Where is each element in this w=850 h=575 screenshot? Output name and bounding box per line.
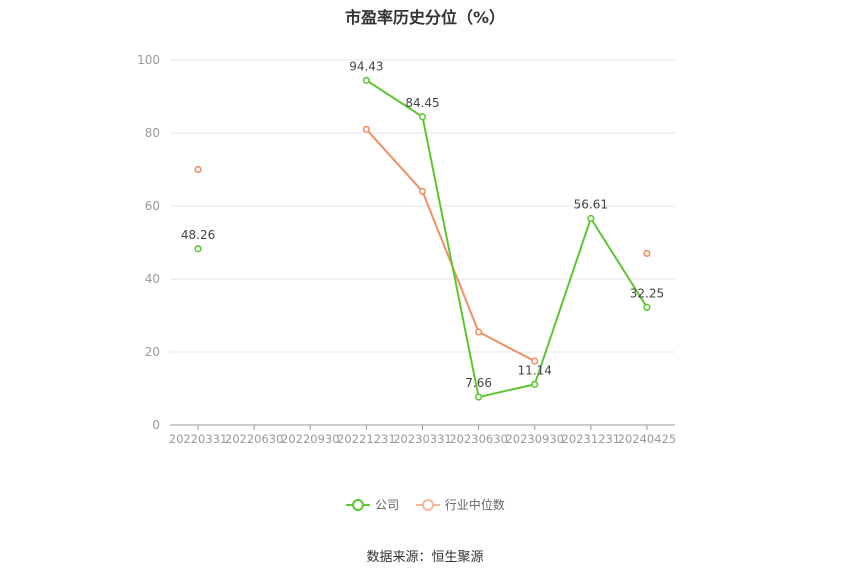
data-label-company: 94.43 — [349, 59, 383, 73]
y-tick-label: 80 — [145, 126, 160, 140]
x-tick-label: 20220930 — [281, 432, 340, 446]
series-line-industry-median — [477, 330, 536, 363]
data-point-company — [475, 393, 483, 401]
data-point-industry-median — [531, 357, 539, 365]
y-tick-label: 40 — [145, 272, 160, 286]
y-tick-label: 20 — [145, 345, 160, 359]
y-tick-label: 60 — [145, 199, 160, 213]
data-point-company — [587, 214, 595, 222]
legend-marker-company — [346, 498, 371, 511]
data-label-company: 32.25 — [630, 286, 664, 300]
series-line-company — [589, 217, 648, 309]
x-tick-label: 20231231 — [562, 432, 621, 446]
data-label-company: 7.66 — [465, 376, 492, 390]
x-tick-label: 20240425 — [618, 432, 677, 446]
data-label-company: 84.45 — [405, 96, 439, 110]
y-tick-label: 0 — [152, 418, 160, 432]
y-tick-label: 100 — [137, 53, 160, 67]
series-line-company — [421, 115, 480, 399]
legend-label-company: 公司 — [375, 498, 400, 512]
chart-plot: 0 20 40 60 80 100 2022033120220630202209302022… — [137, 53, 677, 446]
series-line-industry-median — [365, 128, 424, 193]
data-label-company: 48.26 — [181, 228, 215, 242]
source-note: 数据来源：恒生聚源 — [366, 550, 484, 565]
series-line-company — [365, 79, 424, 118]
x-tick-label: 20230930 — [505, 432, 564, 446]
data-point-industry-median — [362, 125, 370, 133]
series-line-company — [477, 383, 536, 399]
data-point-company — [418, 113, 427, 121]
data-point-company — [362, 76, 370, 84]
x-tick-label: 20220331 — [169, 432, 228, 446]
x-tick-label: 20230630 — [449, 432, 508, 446]
legend-marker-industry-median — [415, 498, 440, 511]
data-point-industry-median — [643, 249, 651, 258]
legend-item-industry-median[interactable]: 行业中位数 — [415, 496, 505, 513]
data-label-company: 56.61 — [574, 197, 608, 211]
data-point-industry-median — [418, 187, 427, 195]
data-label-company: 11.14 — [518, 363, 552, 377]
chart-title: 市盈率历史分位（%） — [344, 8, 506, 27]
legend-label-industry-median: 行业中位数 — [444, 498, 505, 512]
legend: 公司 行业中位数 — [0, 496, 850, 513]
x-tick-label: 20221231 — [337, 432, 396, 446]
legend-item-company[interactable]: 公司 — [345, 496, 399, 513]
data-point-industry-median — [475, 328, 483, 336]
data-point-company — [194, 245, 202, 253]
x-tick-label: 20220630 — [225, 432, 284, 446]
data-point-industry-median — [194, 165, 202, 174]
data-point-company — [531, 380, 539, 388]
data-point-company — [643, 303, 651, 311]
x-tick-label: 20230331 — [393, 432, 452, 446]
series-line-company — [533, 217, 592, 386]
